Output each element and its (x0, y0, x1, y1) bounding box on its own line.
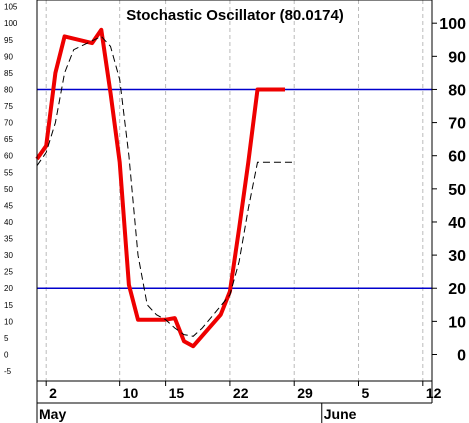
right-tick-60: 60 (448, 149, 466, 166)
stochastic-line-red (35, 27, 285, 349)
left-tick-35: 35 (4, 235, 13, 244)
right-tick-30: 30 (448, 248, 466, 265)
x-tick-22: 22 (233, 385, 249, 401)
left-tick-25: 25 (4, 268, 13, 277)
x-tick-15: 15 (169, 385, 185, 401)
reference-lines (37, 88, 432, 289)
right-tick-10: 10 (448, 314, 466, 331)
right-tick-100: 100 (439, 16, 466, 33)
left-tick-50: 50 (4, 185, 13, 194)
left-tick-55: 55 (4, 168, 13, 177)
right-tick-90: 90 (448, 49, 466, 66)
month-label-june: June (324, 406, 357, 422)
month-label-may: May (39, 406, 66, 422)
left-tick-95: 95 (4, 36, 13, 45)
gridlines (45, 0, 424, 381)
month-labels: May June (39, 403, 357, 423)
x-axis-ticks: 2 10 15 22 29 5 12 (45, 381, 442, 401)
right-tick-70: 70 (448, 116, 466, 133)
left-tick-5: 5 (4, 334, 9, 343)
left-tick-20: 20 (4, 284, 13, 293)
left-tick-15: 15 (4, 301, 13, 310)
right-tick-50: 50 (448, 182, 466, 199)
x-tick-10: 10 (123, 385, 139, 401)
left-tick-105: 105 (4, 3, 18, 12)
left-tick-10: 10 (4, 317, 13, 326)
right-axis-ticks: 0 10 20 30 40 50 60 70 80 90 100 (432, 16, 466, 364)
right-tick-40: 40 (448, 215, 466, 232)
left-tick-90: 90 (4, 52, 13, 61)
chart-title: Stochastic Oscillator (80.0174) (126, 7, 344, 24)
right-tick-0: 0 (457, 347, 466, 364)
left-tick-100: 100 (4, 19, 18, 28)
right-tick-80: 80 (448, 82, 466, 99)
left-tick-40: 40 (4, 218, 13, 227)
left-tick-65: 65 (4, 135, 13, 144)
left-tick-80: 80 (4, 85, 13, 94)
left-tick--5: -5 (4, 367, 12, 376)
left-tick-45: 45 (4, 201, 13, 210)
left-tick-30: 30 (4, 251, 13, 260)
x-tick-29: 29 (297, 385, 313, 401)
left-tick-60: 60 (4, 152, 13, 161)
x-tick-5: 5 (362, 385, 370, 401)
signal-line-dashed (36, 35, 295, 337)
left-tick-70: 70 (4, 119, 13, 128)
plot-frame (36, 0, 433, 382)
left-tick-85: 85 (4, 69, 13, 78)
left-tick-75: 75 (4, 102, 13, 111)
right-tick-20: 20 (448, 281, 466, 298)
left-axis-ticks: -5 0 5 10 15 20 25 30 35 40 45 50 55 60 65 70 75 80 85 90 95… (4, 3, 18, 376)
x-tick-2: 2 (49, 385, 57, 401)
x-tick-12: 12 (426, 385, 442, 401)
left-tick-0: 0 (4, 350, 9, 359)
series-layer (35, 27, 295, 349)
